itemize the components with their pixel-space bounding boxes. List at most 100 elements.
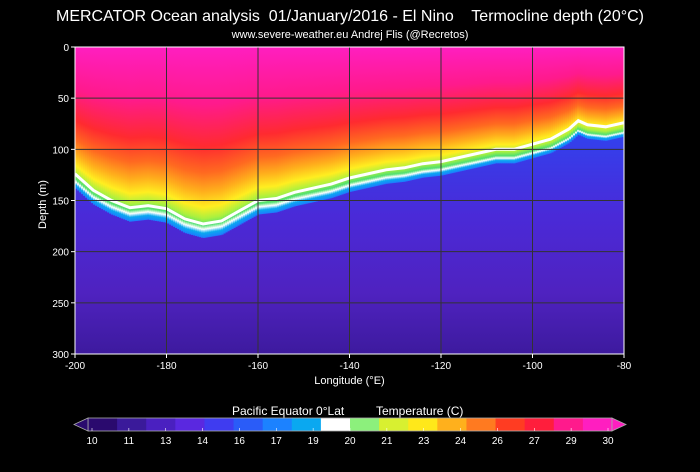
warm-layer-column (215, 47, 218, 236)
warm-layer-column (455, 47, 458, 173)
warm-layer-column (297, 47, 300, 206)
warm-layer-column (483, 47, 486, 166)
warm-layer-column (145, 47, 148, 220)
warm-layer-column (569, 47, 572, 143)
warm-layer-column (503, 47, 506, 164)
warm-layer-column (551, 47, 554, 153)
warm-layer-column (491, 47, 494, 165)
warm-layer-column (441, 47, 444, 176)
warm-layer-column (313, 47, 316, 202)
warm-layer-column (515, 47, 518, 163)
warm-layer-column (437, 47, 440, 176)
y-tick-label: 50 (58, 94, 70, 105)
colorbar-swatch (175, 418, 205, 431)
warm-layer-column (191, 47, 194, 235)
warm-layer-column (121, 47, 124, 219)
warm-layer-column (77, 47, 80, 191)
warm-layer-column (527, 47, 530, 160)
warm-layer-column (323, 47, 326, 200)
warm-layer-column (93, 47, 96, 205)
warm-layer-column (467, 47, 470, 170)
warm-layer-column (271, 47, 274, 213)
warm-layer-column (181, 47, 184, 232)
colorbar-swatch (320, 418, 351, 431)
warm-layer-column (453, 47, 456, 173)
warm-layer-column (107, 47, 110, 213)
isotherm-20c-line (75, 118, 624, 226)
warm-layer-column (337, 47, 340, 196)
warm-layer-column (207, 47, 210, 238)
warm-layer-column (461, 47, 464, 171)
warm-layer-column (339, 47, 342, 196)
colorbar-tick-label: 13 (160, 436, 172, 447)
warm-layer-column (495, 47, 498, 164)
colorbar-swatch (146, 418, 176, 431)
warm-layer-column (397, 47, 400, 183)
colorbar-swatch (88, 418, 118, 431)
chart-title: MERCATOR Ocean analysis 01/January/2016 … (56, 8, 644, 25)
warm-layer-column (363, 47, 366, 189)
warm-layer-column (493, 47, 496, 164)
warm-layer-column (293, 47, 296, 207)
warm-layer-column (423, 47, 426, 178)
warm-layer-column (223, 47, 226, 234)
y-axis-label: Depth (m) (37, 180, 49, 229)
colorbar-title-location: Pacific Equator 0°Lat (232, 404, 345, 418)
warm-layer-column (143, 47, 146, 221)
warm-layer-column (241, 47, 244, 224)
warm-layer-column (403, 47, 406, 182)
warm-layer-column (381, 47, 384, 185)
warm-layer-column (499, 47, 502, 164)
warm-layer-column (311, 47, 314, 203)
warm-layer-column (105, 47, 108, 212)
warm-layer-column (573, 47, 576, 139)
warm-layer-column (477, 47, 480, 168)
warm-layer-column (359, 47, 362, 190)
warm-layer-column (577, 47, 580, 135)
colorbar-tick-label: 21 (381, 436, 393, 447)
colorbar-tick-label: 11 (124, 436, 135, 447)
warm-layer-column (469, 47, 472, 170)
warm-layer-column (445, 47, 448, 175)
warm-layer-column (333, 47, 336, 198)
warm-layer-column (383, 47, 386, 185)
warm-layer-column (541, 47, 544, 156)
colorbar-tick-label: 29 (566, 436, 578, 447)
warm-layer-column (153, 47, 156, 221)
warm-layer-column (465, 47, 468, 171)
warm-layer-column (571, 47, 574, 141)
warm-layer-column (101, 47, 104, 210)
colorbar-tick-label: 19 (308, 436, 320, 447)
colorbar-swatch (233, 418, 264, 431)
warm-layer-column (225, 47, 228, 233)
warm-layer-column (185, 47, 188, 234)
warm-layer-column (525, 47, 528, 161)
warm-layer-column (163, 47, 166, 223)
warm-layer-column (151, 47, 154, 221)
warm-layer-column (545, 47, 548, 155)
warm-layer-column (95, 47, 98, 206)
warm-layer-column (201, 47, 204, 238)
warm-layer-column (609, 47, 612, 140)
warm-layer-column (505, 47, 508, 164)
warm-layer-column (411, 47, 414, 181)
warm-layer-column (113, 47, 116, 216)
warm-layer-column (433, 47, 436, 177)
warm-layer-column (277, 47, 280, 212)
colorbar-tick-label: 20 (344, 436, 356, 447)
warm-layer-column (473, 47, 476, 169)
warm-layer-column (449, 47, 452, 174)
warm-layer-column (319, 47, 322, 201)
warm-layer-column (245, 47, 248, 222)
warm-layer-column (303, 47, 306, 205)
warm-layer-column (479, 47, 482, 167)
warm-layer-column (429, 47, 432, 177)
warm-layer-column (129, 47, 132, 222)
warm-layer-column (157, 47, 160, 222)
warm-layer-column (459, 47, 462, 172)
warm-layer-column (377, 47, 380, 186)
warm-layer-column (407, 47, 410, 181)
warm-layer-column (509, 47, 512, 164)
warm-layer-column (425, 47, 428, 178)
